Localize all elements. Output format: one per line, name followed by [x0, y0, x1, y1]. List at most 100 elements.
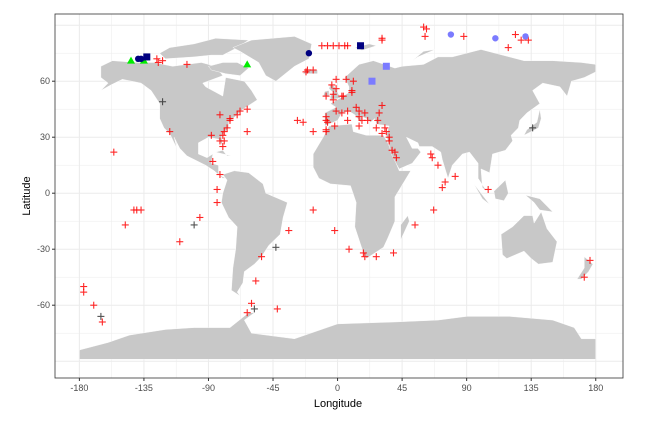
red-cross-point — [328, 81, 336, 89]
y-axis-title: Latitude — [21, 176, 33, 215]
x-tick-label: 180 — [588, 383, 603, 393]
basemap-land — [79, 36, 596, 360]
red-cross-point — [378, 129, 386, 137]
red-cross-point — [248, 299, 256, 307]
red-cross-point — [361, 109, 369, 117]
red-cross-point — [236, 107, 244, 115]
red-cross-point — [332, 107, 340, 115]
red-cross-point — [331, 122, 339, 130]
red-cross-point — [322, 128, 330, 136]
land-baffin — [208, 62, 249, 76]
x-tick-label: -135 — [135, 383, 153, 393]
red-cross-point — [243, 128, 251, 136]
y-tick-label: -30 — [37, 244, 50, 254]
red-cross-point — [504, 44, 512, 52]
red-cross-point — [427, 150, 435, 158]
red-cross-point — [586, 256, 594, 264]
land-japan — [523, 109, 542, 136]
land-borneo — [493, 179, 509, 201]
red-cross-point — [361, 253, 369, 261]
red-cross-point — [580, 273, 588, 281]
dark-cross-point — [97, 312, 105, 320]
red-cross-point — [390, 249, 398, 257]
x-tick-label: 90 — [462, 383, 472, 393]
land-madagascar — [400, 215, 410, 240]
panel-border — [54, 13, 624, 379]
red-cross-point — [344, 107, 352, 115]
dark-cross-point — [190, 221, 198, 229]
x-tick-label: 135 — [524, 383, 539, 393]
red-cross-point — [219, 143, 227, 151]
land-antarctica — [79, 312, 596, 360]
red-cross-point — [220, 137, 228, 145]
red-cross-point — [110, 148, 118, 156]
red-cross-point — [309, 206, 317, 214]
red-cross-point — [216, 171, 224, 179]
land-sumatra — [473, 183, 490, 205]
red-cross-point — [285, 227, 293, 235]
red-cross-point — [422, 25, 430, 33]
red-cross-point — [342, 75, 350, 83]
red-cross-point — [339, 92, 347, 100]
red-cross-point — [213, 199, 221, 207]
red-cross-point — [209, 157, 217, 165]
x-tick-label: -180 — [70, 383, 88, 393]
dark-cross-point — [159, 98, 167, 106]
red-cross-point — [344, 42, 352, 50]
red-cross-point — [243, 105, 251, 113]
red-cross-point — [226, 115, 234, 123]
red-cross-point — [345, 245, 353, 253]
red-cross-point — [381, 124, 389, 132]
red-cross-point — [153, 55, 161, 63]
red-cross-point — [322, 92, 330, 100]
red-cross-point — [372, 124, 380, 132]
red-cross-point — [517, 36, 525, 44]
red-cross-point — [375, 109, 383, 117]
red-cross-point — [359, 249, 367, 257]
red-cross-point — [233, 111, 241, 119]
navy-square-point — [357, 42, 365, 50]
light-circle-point — [447, 31, 455, 38]
red-cross-point — [166, 128, 174, 136]
dark-cross-point — [529, 124, 537, 132]
y-tick-label: 30 — [40, 132, 50, 142]
red-cross-point — [159, 57, 167, 65]
light-square-point — [382, 62, 390, 70]
red-cross-point — [332, 75, 340, 83]
land-arctic-islands — [159, 38, 250, 60]
red-cross-point — [121, 221, 129, 229]
red-cross-point — [378, 101, 386, 109]
red-cross-point — [216, 111, 224, 119]
red-cross-point — [329, 96, 337, 104]
red-cross-point — [137, 206, 145, 214]
navy-circle-point — [137, 55, 145, 62]
red-cross-point — [252, 277, 260, 285]
light-circle-point — [522, 33, 529, 40]
y-tick-label: -60 — [37, 300, 50, 310]
red-cross-point — [385, 137, 393, 145]
x-tick-label: -45 — [267, 383, 280, 393]
red-cross-point — [430, 206, 438, 214]
red-cross-point — [309, 128, 317, 136]
y-tick-label: 0 — [45, 188, 50, 198]
red-cross-point — [352, 103, 360, 111]
red-cross-point — [344, 116, 352, 124]
red-cross-point — [207, 131, 215, 139]
land-eurasia — [324, 49, 596, 192]
red-cross-point — [223, 124, 231, 132]
red-cross-point — [511, 31, 519, 39]
red-cross-point — [176, 238, 184, 246]
green-triangle-point — [127, 56, 136, 64]
red-cross-point — [90, 301, 98, 309]
land-africa — [313, 123, 412, 259]
red-cross-point — [391, 148, 399, 156]
red-cross-point — [332, 85, 340, 93]
land-greenland — [232, 36, 312, 82]
dark-cross-point — [272, 243, 280, 251]
red-cross-point — [441, 178, 449, 186]
red-cross-point — [293, 116, 301, 124]
data-points — [80, 23, 594, 326]
land-australia — [500, 211, 558, 265]
red-cross-point — [438, 184, 446, 192]
red-cross-point — [355, 113, 363, 121]
